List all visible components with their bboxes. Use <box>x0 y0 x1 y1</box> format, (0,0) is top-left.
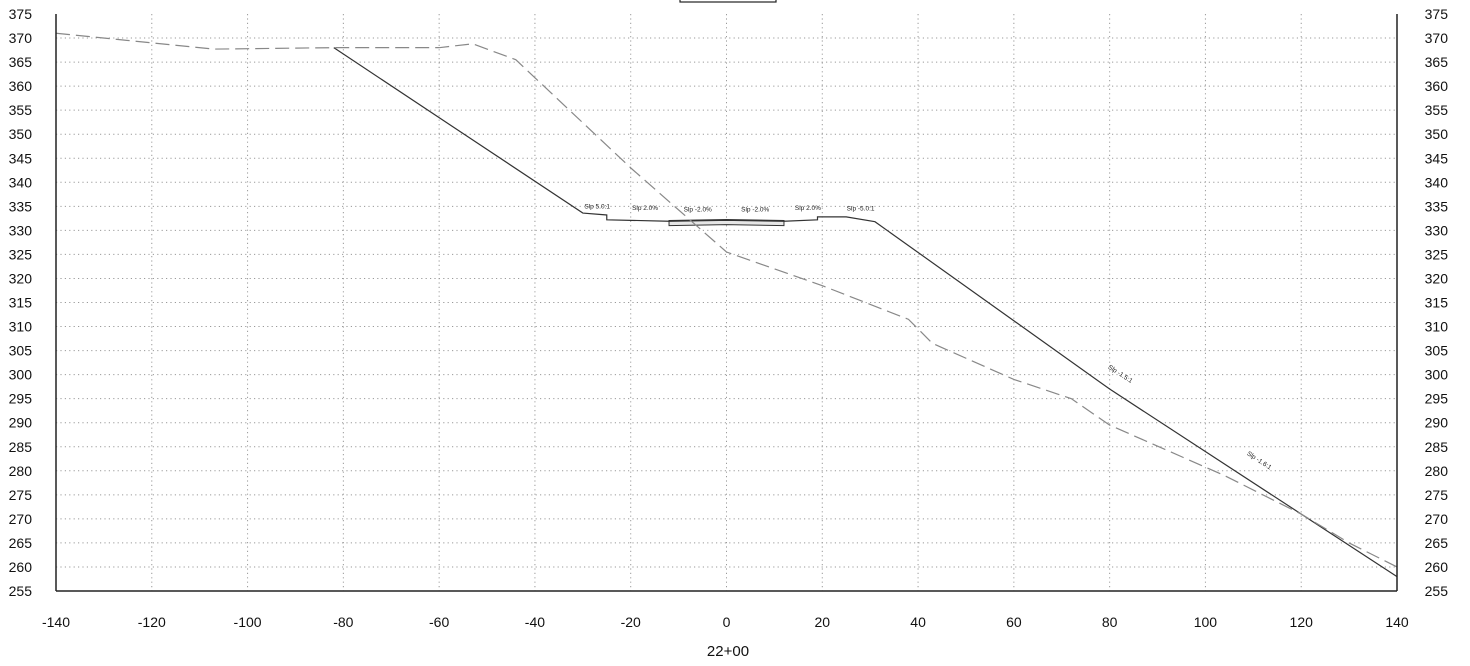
y-tick-label-right: 320 <box>1425 270 1449 286</box>
y-tick-label-right: 350 <box>1425 126 1449 142</box>
y-tick-label-right: 370 <box>1425 30 1449 46</box>
y-tick-label-left: 270 <box>9 511 33 527</box>
tick-labels: -140 -120 -100 -80 -60 -40 -20 0 20 40 60 80 100 120 1… <box>9 6 1449 630</box>
y-tick-label-right: 270 <box>1425 511 1449 527</box>
slope-annotations: Slp 5.0:1 Slp 2.0% Slp -2.0% Slp -2.0% Slp 2… <box>584 203 1272 471</box>
profile-series <box>55 32 1398 578</box>
y-tick-label-left: 275 <box>9 487 33 503</box>
design-profile-line <box>333 47 1398 578</box>
title-box <box>679 0 777 3</box>
x-tick-label: 80 <box>1102 614 1118 630</box>
y-tick-label-right: 265 <box>1425 535 1449 551</box>
x-tick-label: -100 <box>234 614 262 630</box>
plot-frame <box>55 14 1398 592</box>
x-tick-label: -120 <box>138 614 166 630</box>
y-tick-label-right: 375 <box>1425 6 1449 22</box>
y-tick-label-left: 310 <box>9 319 33 335</box>
y-tick-label-left: 305 <box>9 343 33 359</box>
x-tick-label: 40 <box>910 614 926 630</box>
slope-label: Slp -2.0% <box>684 207 712 214</box>
y-tick-label-left: 300 <box>9 367 33 383</box>
y-tick-label-left: 370 <box>9 30 33 46</box>
slope-label: Slp -5.0:1 <box>847 206 875 213</box>
x-tick-label: -140 <box>42 614 70 630</box>
y-tick-label-left: 375 <box>9 6 33 22</box>
y-tick-label-right: 300 <box>1425 367 1449 383</box>
y-tick-label-left: 320 <box>9 270 33 286</box>
y-tick-label-right: 355 <box>1425 102 1449 118</box>
y-tick-label-left: 330 <box>9 222 33 238</box>
y-tick-label-right: 345 <box>1425 150 1449 166</box>
x-tick-label: -80 <box>333 614 353 630</box>
y-tick-label-left: 285 <box>9 439 33 455</box>
y-tick-label-left: 365 <box>9 54 33 70</box>
y-tick-label-left: 280 <box>9 463 33 479</box>
y-tick-label-right: 260 <box>1425 559 1449 575</box>
y-tick-label-right: 365 <box>1425 54 1449 70</box>
y-tick-label-left: 255 <box>9 583 33 599</box>
x-tick-label: 60 <box>1006 614 1022 630</box>
y-tick-label-left: 345 <box>9 150 33 166</box>
y-tick-label-left: 260 <box>9 559 33 575</box>
y-tick-label-right: 305 <box>1425 343 1449 359</box>
y-tick-label-right: 315 <box>1425 295 1449 311</box>
y-tick-label-right: 295 <box>1425 391 1449 407</box>
x-tick-label: 140 <box>1385 614 1409 630</box>
y-tick-label-left: 360 <box>9 78 33 94</box>
y-tick-label-left: 295 <box>9 391 33 407</box>
slope-label: Slp -2.0% <box>741 207 769 214</box>
y-tick-label-right: 255 <box>1425 583 1449 599</box>
y-tick-label-right: 360 <box>1425 78 1449 94</box>
x-tick-label: 20 <box>814 614 830 630</box>
slope-label: Slp 2.0% <box>632 205 658 212</box>
x-tick-label: -20 <box>621 614 641 630</box>
slope-label: Slp 2.0% <box>795 205 821 212</box>
y-tick-label-left: 265 <box>9 535 33 551</box>
y-tick-label-left: 355 <box>9 102 33 118</box>
x-tick-label: -60 <box>429 614 449 630</box>
x-tick-label: -40 <box>525 614 545 630</box>
y-tick-label-left: 290 <box>9 415 33 431</box>
y-tick-label-left: 340 <box>9 174 33 190</box>
slope-label: Slp 5.0:1 <box>584 203 610 210</box>
y-tick-label-right: 340 <box>1425 174 1449 190</box>
y-tick-label-right: 325 <box>1425 246 1449 262</box>
x-tick-label: 120 <box>1290 614 1314 630</box>
y-tick-label-right: 310 <box>1425 319 1449 335</box>
slope-label: Slp -1.6:1 <box>1245 450 1272 471</box>
y-tick-label-left: 335 <box>9 198 33 214</box>
x-tick-label: 100 <box>1194 614 1218 630</box>
existing-ground-line <box>55 32 1398 568</box>
y-tick-label-right: 275 <box>1425 487 1449 503</box>
y-tick-label-right: 335 <box>1425 198 1449 214</box>
x-tick-label: 0 <box>723 614 731 630</box>
station-label: 22+00 <box>707 643 749 660</box>
y-tick-label-right: 330 <box>1425 222 1449 238</box>
y-tick-label-right: 290 <box>1425 415 1449 431</box>
y-tick-label-left: 315 <box>9 295 33 311</box>
y-tick-label-right: 285 <box>1425 439 1449 455</box>
y-tick-label-right: 280 <box>1425 463 1449 479</box>
grid-lines <box>56 14 1397 591</box>
y-tick-label-left: 325 <box>9 246 33 262</box>
y-tick-label-left: 350 <box>9 126 33 142</box>
